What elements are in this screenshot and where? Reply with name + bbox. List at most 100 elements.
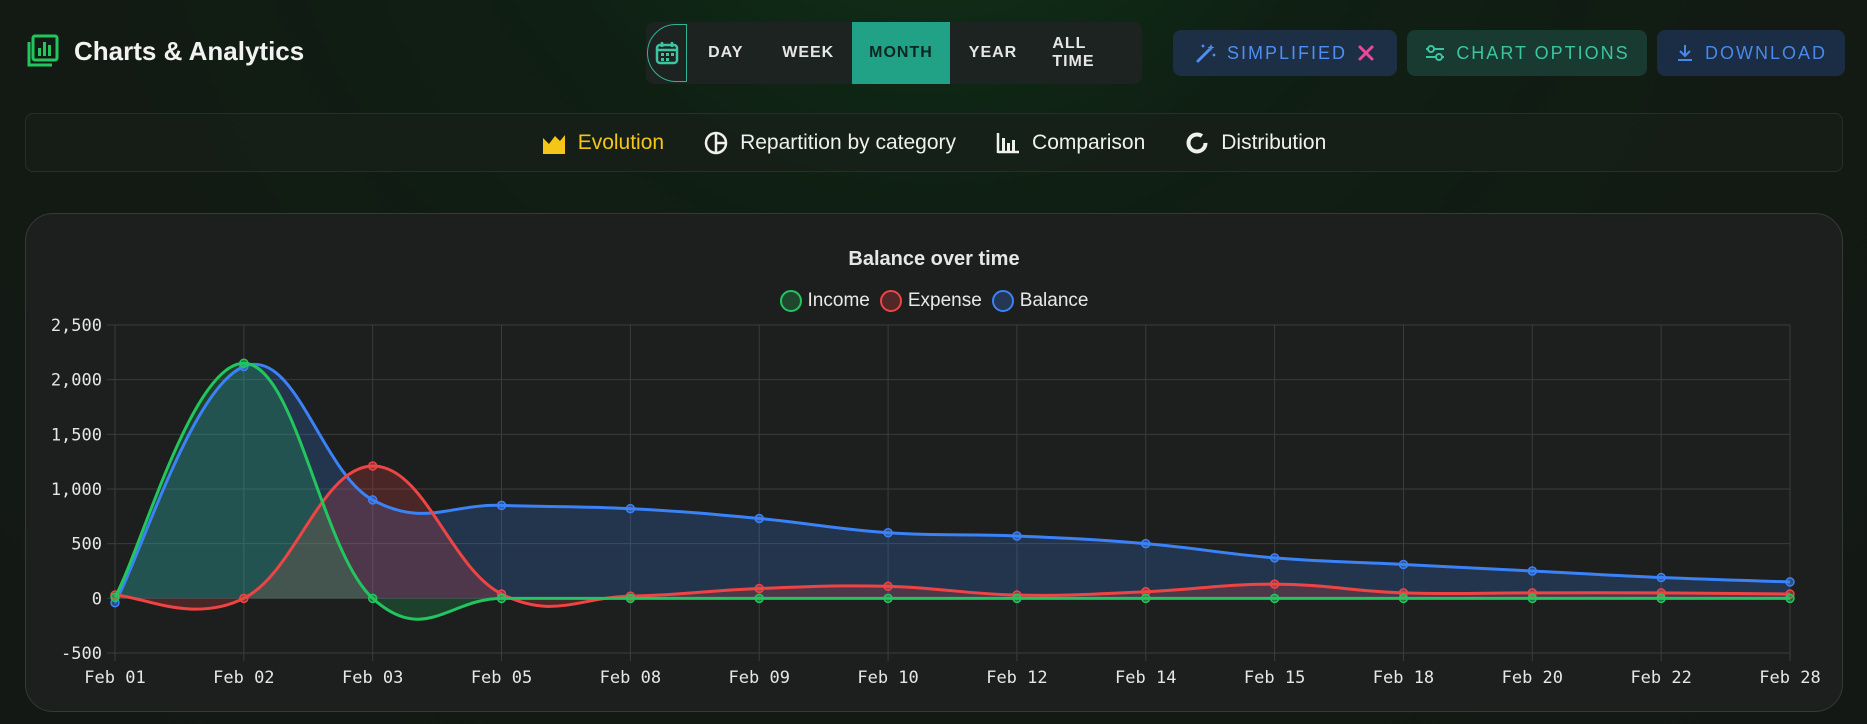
data-point-balance xyxy=(1398,559,1409,570)
data-point-income xyxy=(1785,593,1795,604)
chart-type-tabs: Evolution Repartition by category Compar… xyxy=(25,113,1843,172)
data-point-income xyxy=(239,358,249,369)
tab-comparison[interactable]: Comparison xyxy=(996,131,1145,155)
x-tick-label: Feb 12 xyxy=(986,668,1047,688)
data-point-income xyxy=(1527,593,1538,604)
data-point-income xyxy=(367,593,378,604)
line-chart: 2,500 2,000 1,500 1,000 500 0 -500 Feb 01 Feb 02… xyxy=(51,316,1821,688)
data-point-balance xyxy=(1785,577,1795,587)
legend-label-balance: Balance xyxy=(1019,290,1089,311)
tab-distribution-label: Distribution xyxy=(1221,130,1327,154)
series-area-income xyxy=(115,363,1790,620)
series-line-income xyxy=(113,361,1790,621)
bar-chart-icon xyxy=(996,132,1020,153)
data-point-income xyxy=(1398,593,1409,604)
data-point-expense xyxy=(883,581,893,592)
data-point-balance xyxy=(1656,572,1666,583)
magic-wand-icon xyxy=(1196,44,1216,63)
x-tick-label: Feb 02 xyxy=(213,668,274,688)
period-selector: DAY WEEK MONTH YEAR ALL TIME xyxy=(646,22,1142,84)
series-area-balance xyxy=(115,364,1790,603)
x-tick-label: Feb 15 xyxy=(1244,668,1305,688)
simplified-label: SIMPLIFIED xyxy=(1226,42,1348,63)
download-button[interactable]: DOWNLOAD xyxy=(1657,30,1845,76)
area-chart-icon xyxy=(542,134,565,154)
y-tick-label: 0 xyxy=(92,589,102,609)
series-line-expense xyxy=(114,464,1791,611)
calendar-icon xyxy=(655,42,679,65)
simplified-button[interactable]: SIMPLIFIED xyxy=(1173,30,1397,76)
chart-icon xyxy=(27,34,59,67)
y-tick-label: 1,500 xyxy=(51,425,102,445)
x-tick-label: Feb 20 xyxy=(1502,668,1563,688)
data-point-balance xyxy=(1269,553,1280,563)
data-point-balance xyxy=(1141,538,1151,549)
chart-legend: Income Expense Balance xyxy=(26,290,1842,312)
chart-options-button[interactable]: CHART OPTIONS xyxy=(1407,30,1647,76)
data-point-balance xyxy=(625,503,636,514)
series-area-expense xyxy=(115,466,1790,610)
header: Charts & Analytics DAY WEEK MONTH YEAR A… xyxy=(0,0,1867,108)
legend-swatch-expense xyxy=(879,290,902,312)
app-title-label: Charts & Analytics xyxy=(74,35,305,66)
period-alltime-button[interactable]: ALL TIME xyxy=(1052,35,1095,70)
y-tick-label: 2,000 xyxy=(51,371,102,391)
data-point-income xyxy=(1012,593,1022,604)
close-icon[interactable] xyxy=(1357,44,1375,62)
period-year-button[interactable]: YEAR xyxy=(968,44,1018,61)
chart-card: Balance over time Income Expense Balance… xyxy=(25,213,1843,712)
x-tick-label: Feb 14 xyxy=(1115,668,1176,688)
x-tick-label: Feb 10 xyxy=(857,668,918,688)
legend-label-expense: Expense xyxy=(907,290,982,311)
data-point-balance xyxy=(1012,531,1022,541)
legend-swatch-income xyxy=(779,290,802,312)
data-point-expense xyxy=(754,583,764,594)
series-line-balance xyxy=(113,362,1791,604)
data-point-expense xyxy=(239,593,249,604)
y-tick-label: 1,000 xyxy=(51,480,102,500)
app-title: Charts & Analytics xyxy=(26,34,304,68)
legend-item-income[interactable]: Income xyxy=(779,290,870,312)
y-tick-label: 500 xyxy=(71,535,102,555)
data-point-income xyxy=(1656,593,1666,604)
tab-repartition-label: Repartition by category xyxy=(740,130,957,154)
x-tick-label: Feb 08 xyxy=(600,668,661,688)
donut-chart-icon xyxy=(1186,132,1208,153)
data-point-balance xyxy=(1527,566,1538,576)
calendar-button[interactable] xyxy=(647,24,688,82)
legend-item-balance[interactable]: Balance xyxy=(991,290,1089,312)
sliders-icon xyxy=(1426,45,1445,61)
y-tick-label: -500 xyxy=(61,644,102,664)
x-tick-label: Feb 05 xyxy=(471,668,532,688)
legend-item-expense[interactable]: Expense xyxy=(879,290,982,312)
chart-options-label: CHART OPTIONS xyxy=(1456,42,1630,63)
data-point-balance xyxy=(883,527,893,538)
data-point-expense xyxy=(1269,579,1280,589)
data-point-expense xyxy=(367,461,378,471)
x-tick-label: Feb 09 xyxy=(729,668,790,688)
download-icon xyxy=(1677,45,1692,61)
x-tick-label: Feb 18 xyxy=(1373,668,1434,688)
data-point-income xyxy=(1141,593,1151,604)
tab-evolution-label: Evolution xyxy=(577,130,665,154)
data-point-income xyxy=(1269,593,1280,604)
period-day-button[interactable]: DAY xyxy=(708,44,744,61)
x-tick-label: Feb 22 xyxy=(1630,668,1691,688)
data-point-income xyxy=(110,592,120,602)
pie-chart-icon xyxy=(704,131,728,154)
data-point-income xyxy=(754,593,764,604)
tab-repartition[interactable]: Repartition by category xyxy=(704,131,956,155)
data-point-expense xyxy=(1141,587,1151,597)
data-point-income xyxy=(496,593,507,604)
tab-distribution[interactable]: Distribution xyxy=(1185,131,1326,155)
tab-evolution[interactable]: Evolution xyxy=(542,131,664,155)
period-week-button[interactable]: WEEK xyxy=(782,44,835,61)
data-point-balance xyxy=(367,495,378,505)
data-point-balance xyxy=(496,500,507,511)
y-tick-label: 2,500 xyxy=(51,316,102,336)
period-month-button[interactable]: MONTH xyxy=(852,22,950,84)
data-point-income xyxy=(883,593,893,604)
data-point-balance xyxy=(754,513,764,524)
data-point-income xyxy=(625,593,636,604)
tab-comparison-label: Comparison xyxy=(1032,130,1146,154)
